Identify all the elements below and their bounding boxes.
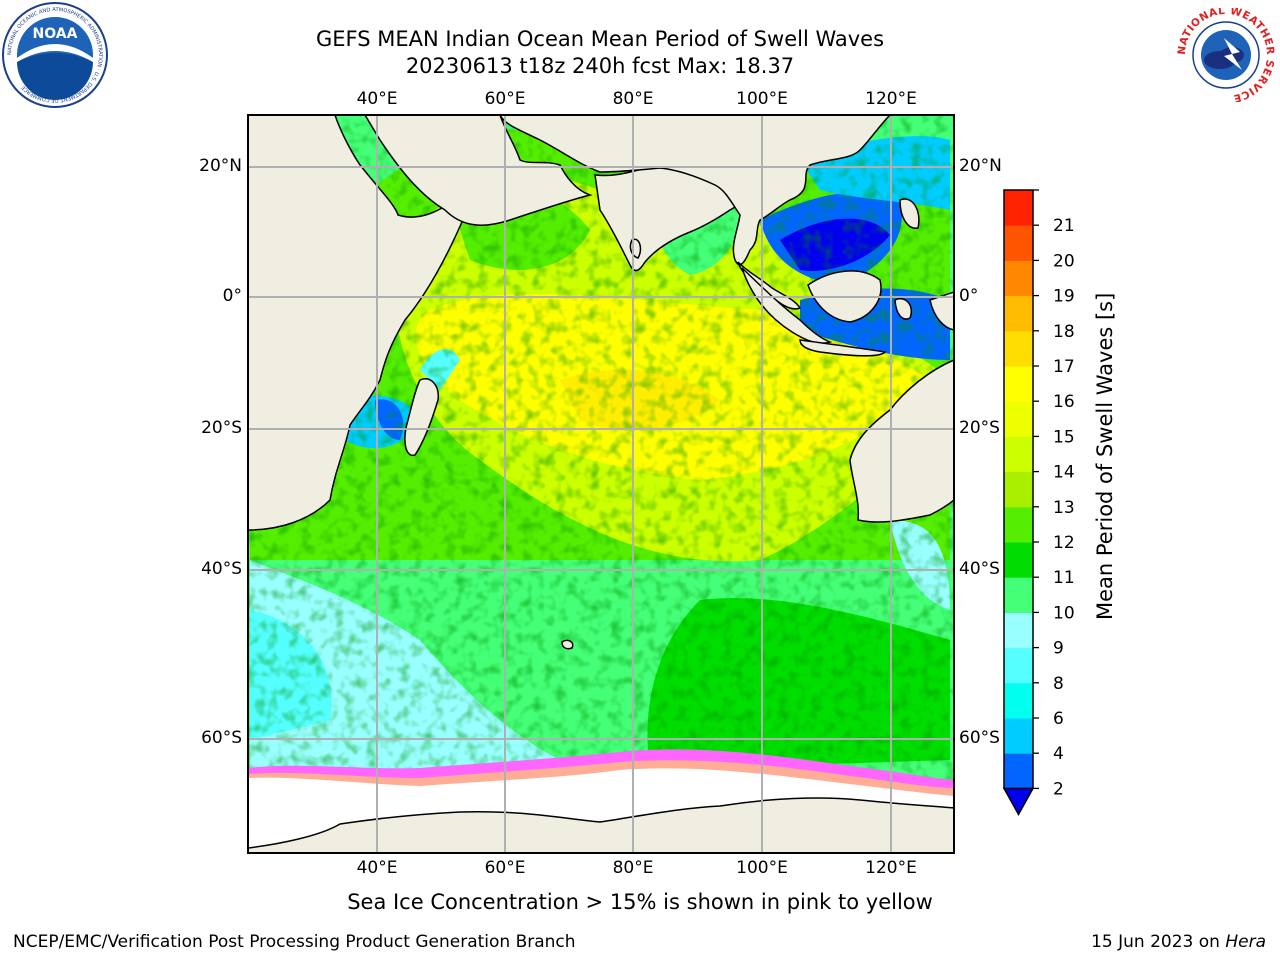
philippines <box>899 198 920 229</box>
colorbar-segment <box>1004 190 1033 226</box>
colorbar-segment <box>1004 260 1033 297</box>
colorbar-segment <box>1004 366 1033 402</box>
colorbar-segment <box>1004 542 1033 578</box>
colorbar-tick-label: 21 <box>1053 216 1075 236</box>
map-frame <box>247 114 955 854</box>
arabia <box>364 115 593 226</box>
colorbar-tick-label: 6 <box>1053 709 1064 729</box>
y-tick-label-right: 0° <box>959 286 979 306</box>
colorbar-segment <box>1004 401 1033 437</box>
colorbar-tick-label: 18 <box>1053 322 1075 342</box>
y-tick-label-right: 40°S <box>959 559 1000 579</box>
sea-ice-note: Sea Ice Concentration > 15% is shown in … <box>347 890 933 914</box>
colorbar-tick-label: 19 <box>1053 287 1075 307</box>
x-tick-label-bottom: 60°E <box>484 858 526 878</box>
colorbar-segment <box>1004 647 1033 684</box>
y-tick-label-left: 20°N <box>199 156 242 176</box>
x-tick-label-top: 80°E <box>612 89 654 109</box>
x-tick-label-bottom: 80°E <box>612 858 654 878</box>
x-tick-label-bottom: 120°E <box>865 858 917 878</box>
colorbar-segment <box>1004 330 1033 367</box>
grid <box>248 115 954 853</box>
y-tick-label-left: 0° <box>222 286 242 306</box>
sulawesi <box>894 298 912 320</box>
colorbar-segment <box>1004 753 1033 789</box>
svg-text:NOAA: NOAA <box>33 26 78 42</box>
colorbar-tick-label: 15 <box>1053 427 1075 447</box>
colorbar-tick-label: 12 <box>1053 533 1075 553</box>
colorbar-segment <box>1004 436 1033 473</box>
colorbar-segment <box>1004 471 1033 508</box>
colorbar-segment <box>1004 718 1033 754</box>
sumatra <box>741 267 833 344</box>
colorbar-tick-label: 11 <box>1053 568 1075 588</box>
chart-subtitle: 20230613 t18z 240h fcst Max: 18.37 <box>405 54 795 78</box>
colorbar-segment <box>1004 682 1033 719</box>
footer-date: 15 Jun 2023 on Hera <box>1091 932 1266 952</box>
y-tick-label-right: 20°S <box>959 418 1000 438</box>
x-tick-label-top: 60°E <box>484 89 526 109</box>
colorbar-extend-triangle <box>1002 787 1035 816</box>
colorbar-tick-label: 17 <box>1053 357 1075 377</box>
y-tick-label-left: 20°S <box>201 418 242 438</box>
colorbar-tick-label: 10 <box>1053 603 1075 623</box>
colorbar-segment <box>1004 295 1033 332</box>
colorbar-segment <box>1004 506 1033 543</box>
africa <box>248 115 468 531</box>
madagascar <box>404 378 439 456</box>
colorbar-frame <box>1003 189 1034 790</box>
australia <box>849 359 954 523</box>
colorbar: 2 4 6 8 9 10 11 12 13 14 15 16 17 18 19 20 21 <box>1002 189 1075 816</box>
colorbar-label: Mean Period of Swell Waves [s] <box>1093 292 1117 620</box>
colorbar-tick-label: 2 <box>1053 779 1064 799</box>
footer-date-text: 15 Jun 2023 on <box>1091 932 1226 952</box>
java <box>799 339 887 357</box>
colorbar-segment <box>1004 577 1033 613</box>
colorbar-tick-label: 8 <box>1053 674 1064 694</box>
colorbar-segment <box>1004 612 1033 649</box>
colorbar-tick-label: 14 <box>1053 463 1075 483</box>
kerguelen <box>561 639 574 650</box>
footer-credit: NCEP/EMC/Verification Post Processing Pr… <box>13 932 576 952</box>
y-tick-label-left: 60°S <box>201 728 242 748</box>
colorbar-tick-label: 9 <box>1053 639 1064 659</box>
antarctica <box>248 797 954 853</box>
y-tick-label-right: 20°N <box>959 156 1002 176</box>
colorbar-tick-label: 13 <box>1053 498 1075 518</box>
colorbar-tick-label: 4 <box>1053 744 1064 764</box>
colorbar-segment <box>1004 225 1033 261</box>
nws-logo: NATIONAL WEATHER SERVICE <box>1172 8 1280 102</box>
colorbar-tick-label: 20 <box>1053 251 1075 271</box>
x-tick-label-bottom: 100°E <box>736 858 788 878</box>
noaa-logo: NOAA NATIONAL OCEANIC AND ATMOSPHERIC AD… <box>0 0 110 110</box>
x-tick-label-bottom: 40°E <box>356 858 398 878</box>
colorbar-tick-label: 16 <box>1053 392 1075 412</box>
y-tick-label-right: 60°S <box>959 728 1000 748</box>
x-tick-label-top: 40°E <box>356 89 398 109</box>
x-tick-label-top: 120°E <box>865 89 917 109</box>
y-tick-label-left: 40°S <box>201 559 242 579</box>
x-tick-label-top: 100°E <box>736 89 788 109</box>
asia <box>499 115 892 266</box>
chart-title: GEFS MEAN Indian Ocean Mean Period of Sw… <box>315 27 885 51</box>
new-guinea <box>929 291 954 331</box>
footer-machine: Hera <box>1225 932 1266 952</box>
